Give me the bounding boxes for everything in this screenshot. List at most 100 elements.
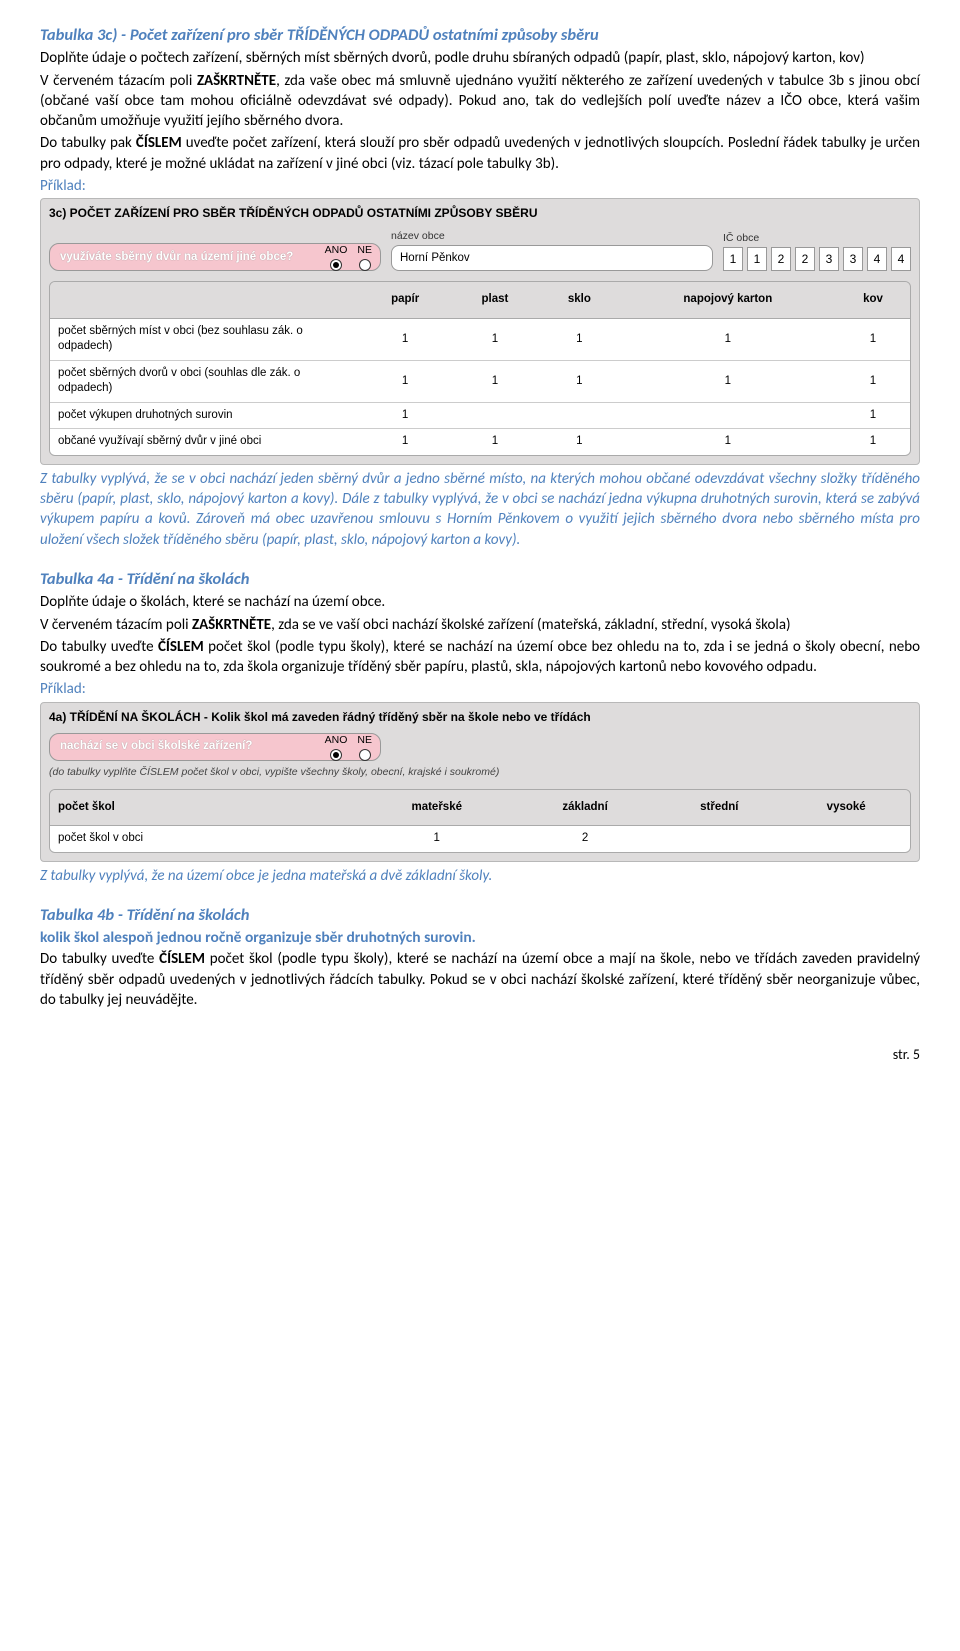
text-bold: ČÍSLEM: [159, 950, 205, 968]
cell: 1: [360, 403, 451, 430]
section-4a-p2: V červeném tázacím poli ZAŠKRTNĚTE, zda …: [40, 615, 920, 635]
cell: 1: [836, 403, 910, 430]
cell: 1: [539, 361, 620, 403]
question-pill: nachází se v obci školské zařízení? ANO …: [49, 733, 381, 761]
section-3c-title: Tabulka 3c) - Počet zařízení pro sběr TŘ…: [40, 24, 920, 46]
section-4a-title: Tabulka 4a - Třídění na školách: [40, 568, 920, 590]
section-3c-p3: Do tabulky pak ČÍSLEM uveďte počet zaříz…: [40, 133, 920, 174]
nazev-group: název obce Horní Pěnkov: [391, 229, 713, 271]
cell: 1: [360, 429, 451, 455]
text: Do tabulky pak: [40, 134, 136, 152]
radio-ano[interactable]: [330, 749, 342, 761]
ne-col: NE: [357, 733, 372, 761]
cell: 1: [451, 429, 539, 455]
cell: 2: [514, 826, 656, 852]
cell: 1: [451, 319, 539, 361]
cell: 1: [451, 361, 539, 403]
question-text: nachází se v obci školské zařízení?: [60, 739, 252, 755]
cell: 1: [620, 429, 836, 455]
cell: 1: [360, 361, 451, 403]
form-4a-note: (do tabulky vyplňte ČÍSLEM počet škol v …: [49, 765, 911, 779]
form-3c-heading: 3c) POČET ZAŘÍZENÍ PRO SBĚR TŘÍDĚNÝCH OD…: [49, 205, 911, 221]
section-3c-p1: Doplňte údaje o počtech zařízení, sběrný…: [40, 48, 920, 68]
radio-ne[interactable]: [359, 259, 371, 271]
cell: [620, 403, 836, 430]
text: , zda se ve vaší obci nachází školské za…: [271, 616, 790, 634]
ano-label: ANO: [325, 733, 348, 747]
yes-no-group: ANO NE: [325, 733, 372, 761]
ico-digit[interactable]: 3: [819, 247, 839, 271]
cell: 1: [360, 826, 514, 852]
text: V červeném tázacím poli: [40, 616, 192, 634]
table-3c: papír plast sklo napojový karton kov poč…: [49, 281, 911, 456]
ico-digit[interactable]: 2: [795, 247, 815, 271]
ico-label: IČ obce: [723, 231, 911, 245]
cell: [782, 826, 910, 852]
th: základní: [514, 790, 656, 827]
nazev-value: Horní Pěnkov: [400, 251, 470, 267]
ne-col: NE: [357, 243, 372, 271]
th: papír: [360, 282, 451, 319]
table-row: počet sběrných dvorů v obci (souhlas dle…: [50, 361, 910, 403]
yes-no-group: ANO NE: [325, 243, 372, 271]
radio-dot: [333, 752, 339, 758]
radio-ne[interactable]: [359, 749, 371, 761]
row-label: občané využívají sběrný dvůr v jiné obci: [50, 429, 360, 455]
section-4b-p1: Do tabulky uveďte ČÍSLEM počet škol (pod…: [40, 949, 920, 1010]
row-label: počet sběrných míst v obci (bez souhlasu…: [50, 319, 360, 361]
text-bold: ZAŠKRTNĚTE: [192, 616, 271, 634]
th: vysoké: [782, 790, 910, 827]
cell: 1: [836, 319, 910, 361]
section-4a-explanation: Z tabulky vyplývá, že na území obce je j…: [40, 866, 920, 886]
section-4a-p1: Doplňte údaje o školách, které se nacház…: [40, 592, 920, 612]
ico-digit[interactable]: 4: [891, 247, 911, 271]
page-number: str. 5: [40, 1046, 920, 1065]
radio-dot: [333, 262, 339, 268]
form-4a-heading: 4a) TŘÍDĚNÍ NA ŠKOLÁCH - Kolik škol má z…: [49, 709, 911, 725]
cell: 1: [620, 361, 836, 403]
section-4b-title: Tabulka 4b - Třídění na školách: [40, 904, 920, 926]
cell: [451, 403, 539, 430]
ico-boxes: 1 1 2 2 3 3 4 4: [723, 247, 911, 271]
row-label: počet výkupen druhotných surovin: [50, 403, 360, 430]
section-3c-p2: V červeném tázacím poli ZAŠKRTNĚTE, zda …: [40, 71, 920, 132]
section-4a: Tabulka 4a - Třídění na školách Doplňte …: [40, 568, 920, 886]
section-4b: Tabulka 4b - Třídění na školách kolik šk…: [40, 904, 920, 1010]
ano-col: ANO: [325, 733, 348, 761]
ico-digit[interactable]: 2: [771, 247, 791, 271]
ico-group: IČ obce 1 1 2 2 3 3 4 4: [723, 231, 911, 271]
cell: [656, 826, 782, 852]
row-label: počet škol v obci: [50, 826, 360, 852]
table-row: občané využívají sběrný dvůr v jiné obci…: [50, 429, 910, 455]
th: mateřské: [360, 790, 514, 827]
ano-label: ANO: [325, 243, 348, 257]
cell: [539, 403, 620, 430]
text: Do tabulky uveďte: [40, 950, 159, 968]
priklad-label: Příklad:: [40, 679, 920, 699]
cell: 1: [620, 319, 836, 361]
ico-digit[interactable]: 4: [867, 247, 887, 271]
nazev-label: název obce: [391, 229, 713, 243]
table-row: počet výkupen druhotných surovin 1 1: [50, 403, 910, 430]
row-label: počet sběrných dvorů v obci (souhlas dle…: [50, 361, 360, 403]
question-pill: využíváte sběrný dvůr na území jiné obce…: [49, 243, 381, 271]
th: střední: [656, 790, 782, 827]
cell: 1: [360, 319, 451, 361]
table-row: počet sběrných míst v obci (bez souhlasu…: [50, 319, 910, 361]
th: [50, 282, 360, 319]
radio-ano[interactable]: [330, 259, 342, 271]
ano-col: ANO: [325, 243, 348, 271]
th: sklo: [539, 282, 620, 319]
priklad-label: Příklad:: [40, 176, 920, 196]
text-bold: ČÍSLEM: [158, 638, 204, 656]
form-4a: 4a) TŘÍDĚNÍ NA ŠKOLÁCH - Kolik škol má z…: [40, 702, 920, 862]
text: Do tabulky uveďte: [40, 638, 158, 656]
ico-digit[interactable]: 3: [843, 247, 863, 271]
table-row: počet škol v obci 1 2: [50, 826, 910, 852]
form-3c: 3c) POČET ZAŘÍZENÍ PRO SBĚR TŘÍDĚNÝCH OD…: [40, 198, 920, 465]
nazev-input[interactable]: Horní Pěnkov: [391, 245, 713, 271]
th: plast: [451, 282, 539, 319]
ico-digit[interactable]: 1: [723, 247, 743, 271]
form-4a-toprow: nachází se v obci školské zařízení? ANO …: [49, 733, 911, 761]
ico-digit[interactable]: 1: [747, 247, 767, 271]
